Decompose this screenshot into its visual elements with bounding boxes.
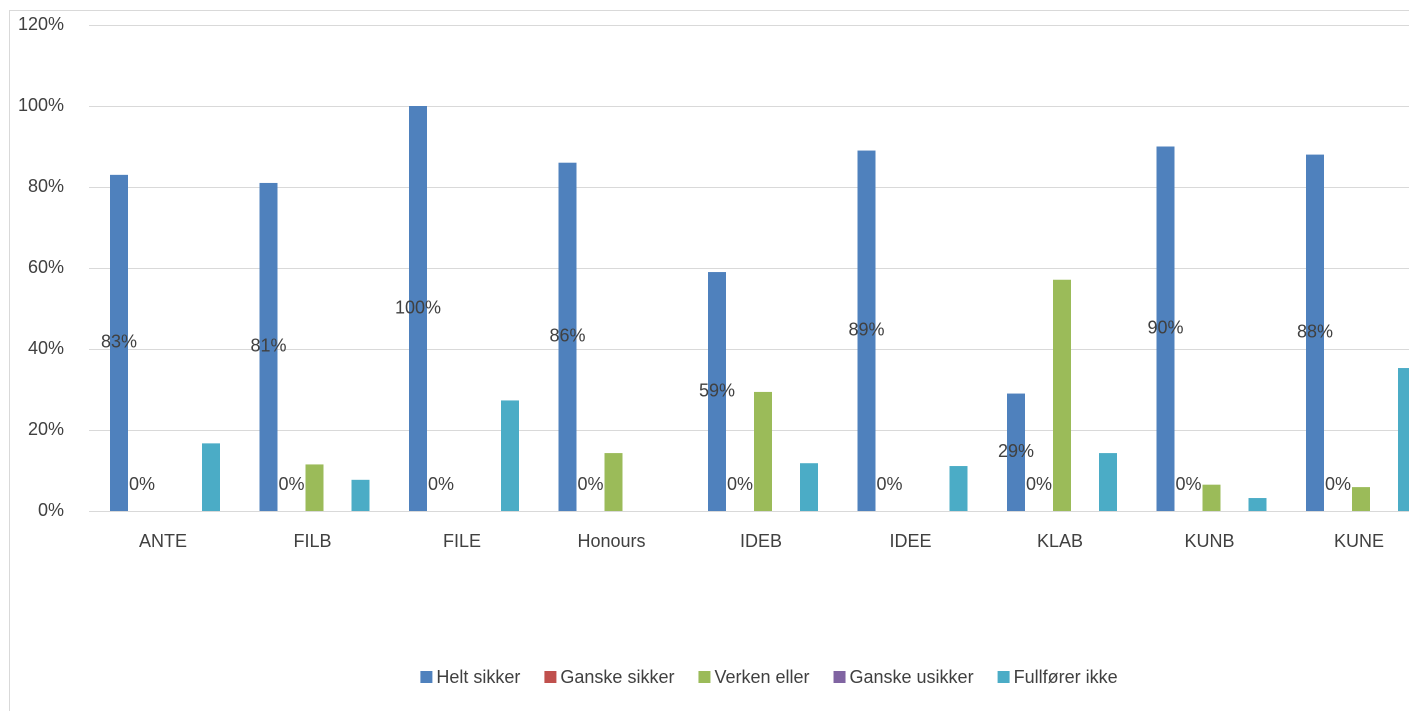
bar: [1352, 487, 1370, 511]
data-label: 100%: [395, 297, 441, 317]
x-tick-label: ANTE: [139, 531, 187, 551]
bar: [305, 464, 324, 511]
bar: [110, 174, 128, 511]
bar: [1156, 146, 1175, 511]
y-tick-label: 120%: [18, 14, 64, 34]
data-label: 81%: [250, 336, 286, 356]
bar: [857, 150, 876, 512]
bar: [409, 106, 427, 511]
legend-swatch: [544, 671, 557, 683]
legend-label: Ganske sikker: [560, 667, 674, 687]
data-label: 0%: [1325, 474, 1351, 494]
x-tick-label: Honours: [577, 531, 645, 551]
y-tick-label: 0%: [38, 500, 64, 520]
bar: [1007, 393, 1025, 511]
x-tick-label: FILE: [443, 531, 481, 551]
bar: [604, 453, 623, 511]
legend-label: Ganske usikker: [850, 667, 974, 687]
data-label: 0%: [428, 474, 454, 494]
bar: [800, 463, 818, 511]
y-tick-label: 80%: [28, 176, 64, 196]
bar: [202, 443, 220, 511]
data-label: 59%: [699, 380, 735, 400]
data-label: 0%: [129, 474, 155, 494]
data-label: 0%: [278, 474, 304, 494]
bar: [259, 182, 278, 511]
data-label: 29%: [998, 441, 1034, 461]
x-tick-label: IDEB: [740, 531, 782, 551]
y-tick-label: 20%: [28, 419, 64, 439]
data-label: 89%: [848, 320, 884, 340]
bar: [1398, 368, 1409, 511]
bar: [351, 479, 370, 511]
legend-swatch: [997, 671, 1010, 683]
bar: [1099, 453, 1117, 511]
bar: [708, 272, 726, 511]
data-label: 83%: [101, 332, 137, 352]
y-tick-label: 100%: [18, 95, 64, 115]
legend-label: Verken eller: [714, 667, 809, 687]
data-label: 0%: [727, 474, 753, 494]
bar: [754, 391, 772, 511]
x-tick-label: FILB: [293, 531, 331, 551]
data-label: 0%: [577, 474, 603, 494]
legend-swatch: [698, 671, 711, 683]
legend-swatch: [833, 671, 846, 683]
x-tick-label: IDEE: [889, 531, 931, 551]
legend-label: Helt sikker: [436, 667, 520, 687]
x-tick-label: KUNE: [1334, 531, 1384, 551]
data-label: 86%: [549, 326, 585, 346]
bar: [501, 400, 519, 511]
legend-label: Fullfører ikke: [1014, 667, 1118, 687]
data-label: 0%: [1175, 474, 1201, 494]
y-tick-label: 40%: [28, 338, 64, 358]
bar: [1248, 498, 1267, 511]
x-tick-label: KUNB: [1184, 531, 1234, 551]
y-tick-label: 60%: [28, 257, 64, 277]
bar: [1306, 154, 1324, 511]
data-label: 0%: [1026, 474, 1052, 494]
bar: [1053, 279, 1071, 511]
x-tick-label: KLAB: [1037, 531, 1083, 551]
legend-swatch: [420, 671, 433, 683]
bar: [1202, 484, 1221, 511]
bar: [558, 162, 577, 511]
data-label: 90%: [1147, 318, 1183, 338]
data-label: 0%: [876, 474, 902, 494]
data-label: 88%: [1297, 322, 1333, 342]
bar: [949, 466, 968, 511]
